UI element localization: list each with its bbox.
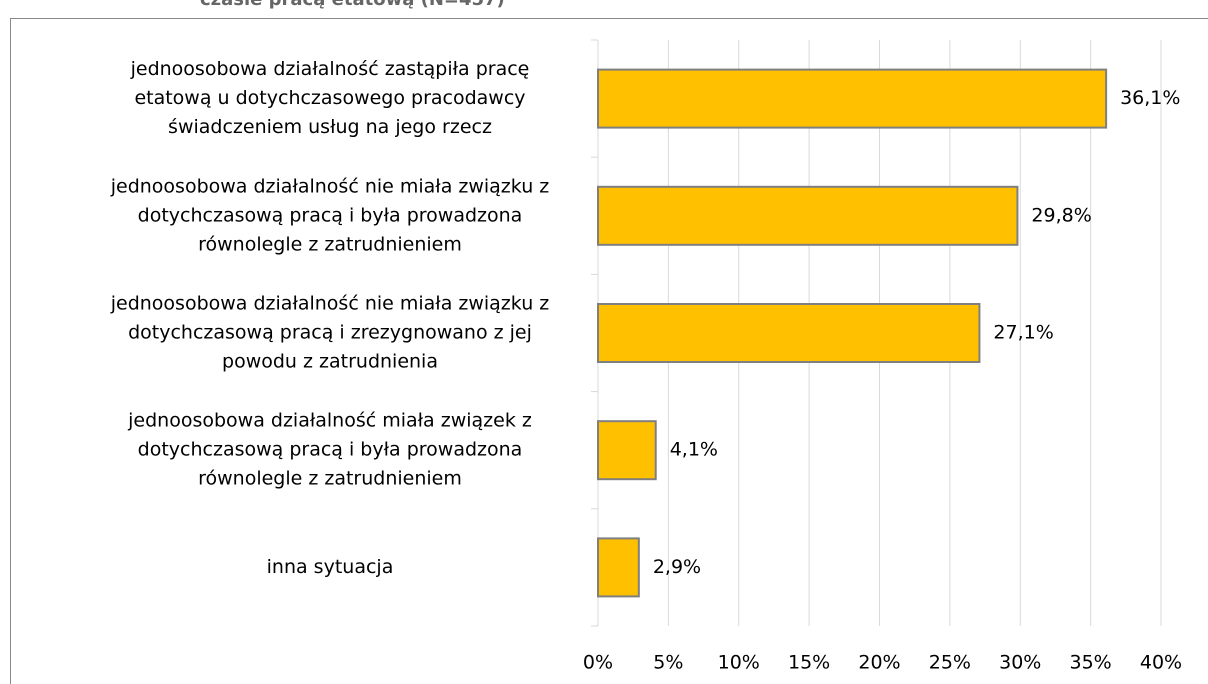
- y-tick-label: dotychczasową pracą i była prowadzona: [138, 204, 523, 226]
- x-tick-label: 40%: [1140, 652, 1182, 674]
- bar: [597, 420, 657, 481]
- data-label: 4,1%: [670, 439, 718, 461]
- x-tick-label: 25%: [929, 652, 971, 674]
- y-tick-label: dotychczasową pracą i była prowadzona: [138, 439, 523, 461]
- data-label: 36,1%: [1120, 87, 1180, 109]
- bar: [597, 303, 981, 363]
- x-tick-label: 5%: [653, 652, 683, 674]
- bar: [597, 185, 1019, 246]
- x-tick-label: 15%: [788, 652, 830, 674]
- x-tick-label: 20%: [858, 652, 900, 674]
- y-tick-label: jednoosobowa działalność miała związek z: [127, 410, 532, 432]
- y-tick-label: jednoosobowa działalność nie miała związ…: [110, 293, 550, 315]
- bar: [597, 537, 640, 598]
- y-tick-label: etatową u dotychczasowego pracodawcy: [134, 87, 525, 109]
- x-tick-label: 35%: [1070, 652, 1112, 674]
- y-tick-label: inna sytuacja: [267, 556, 394, 578]
- data-label: 29,8%: [1031, 204, 1091, 226]
- y-tick-label: powodu z zatrudnienia: [222, 351, 438, 373]
- x-tick-label: 30%: [999, 652, 1041, 674]
- data-label: 2,9%: [653, 556, 701, 578]
- y-tick-label: dotychczasową pracą i zrezygnowano z jej: [128, 322, 532, 344]
- chart-title: czasie pracą etatową (N=457): [200, 0, 505, 10]
- y-tick-label: świadczeniem usług na jego rzecz: [168, 116, 492, 138]
- y-tick-label: jednoosobowa działalność nie miała związ…: [110, 175, 550, 197]
- bar: [597, 68, 1108, 129]
- x-tick-label: 10%: [718, 652, 760, 674]
- x-tick-label: 0%: [583, 652, 613, 674]
- y-tick-label: równolegle z zatrudnieniem: [198, 468, 462, 490]
- y-tick-label: jednoosobowa działalność zastąpiła pracę: [130, 58, 530, 80]
- data-label: 27,1%: [993, 322, 1053, 344]
- y-tick-label: równolegle z zatrudnieniem: [198, 233, 462, 255]
